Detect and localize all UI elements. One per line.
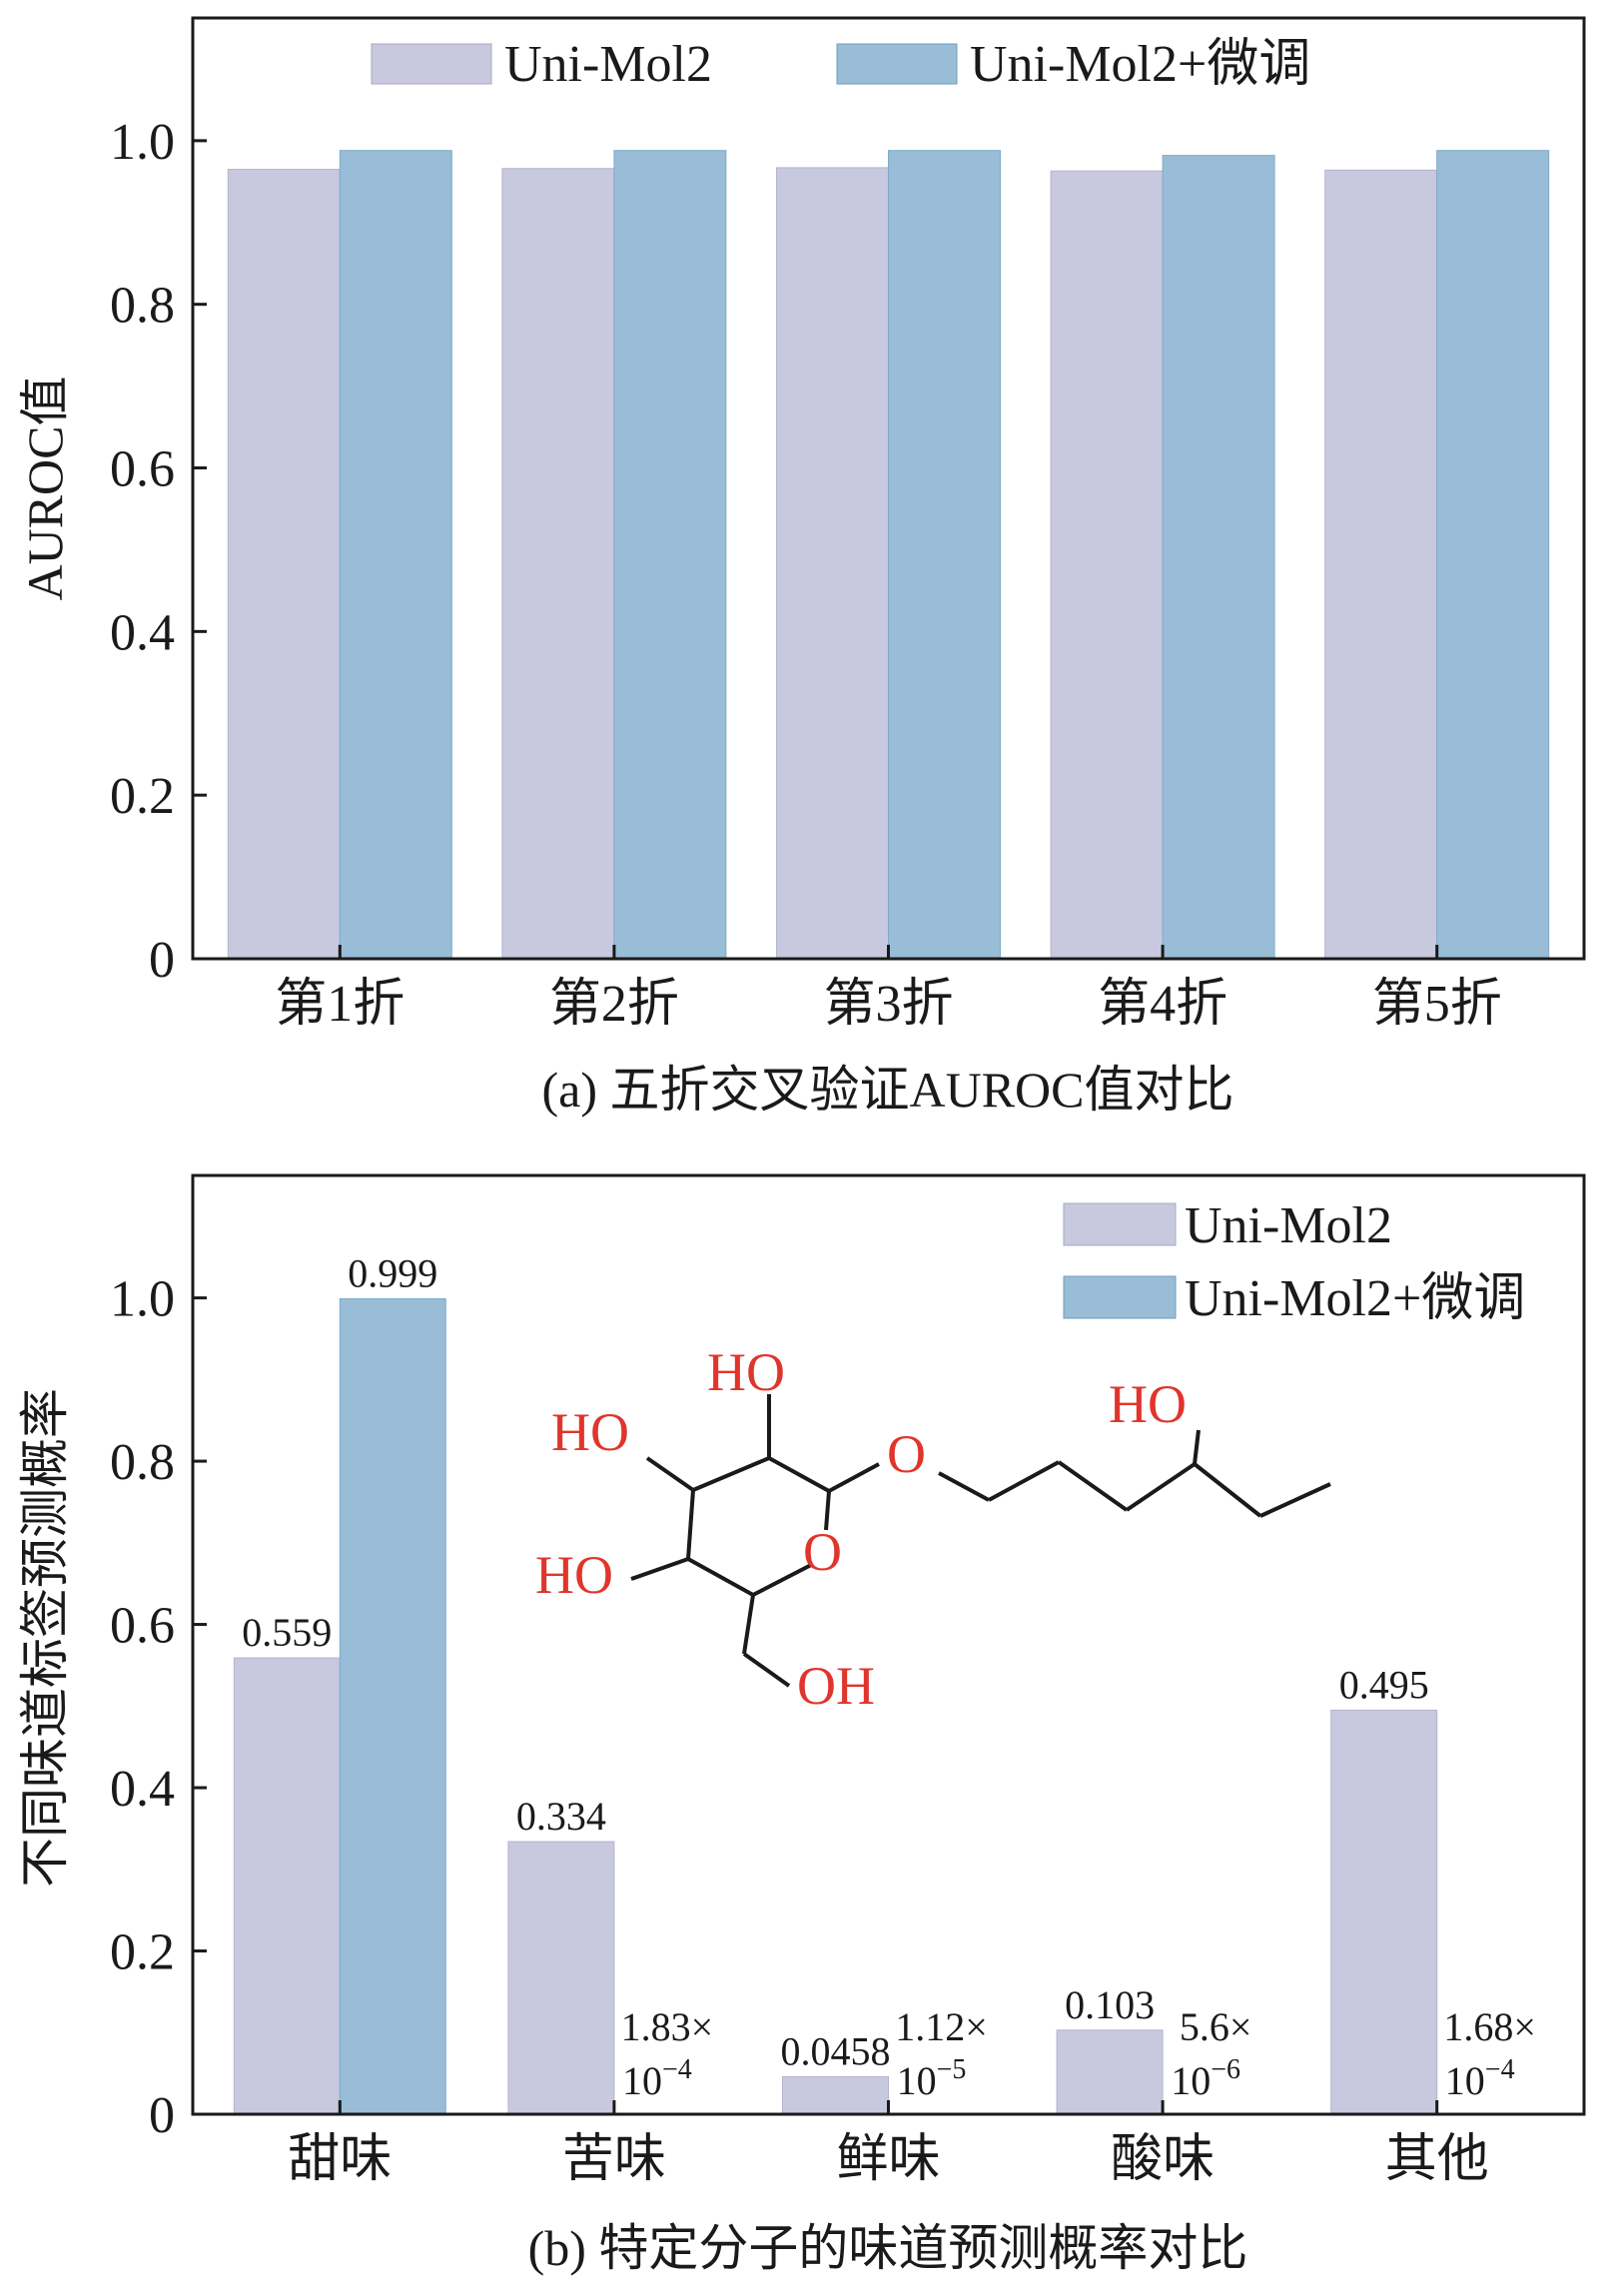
panel-a-y-ticks: 0 0.2 0.4 0.6 0.8 1.0 <box>110 114 207 989</box>
legend-label-uni-mol2: Uni-Mol2 <box>504 36 712 93</box>
y-tick-label: 0.4 <box>110 1761 175 1818</box>
panel-a-x-ticks: 第1折 第2折 第3折 第4折 第5折 <box>275 945 1502 1033</box>
bar-uni-mol2 <box>1324 169 1438 960</box>
panel-b-bars <box>233 1297 1544 2115</box>
x-tick-label: 苦味 <box>562 2131 666 2188</box>
panel-a-caption: (a) 五折交叉验证AUROC值对比 <box>541 1062 1233 1118</box>
y-tick-label: 0.6 <box>110 441 175 498</box>
data-label-uni-mol2-ft: 0.999 <box>348 1250 437 1295</box>
panel-a-legend: Uni-Mol2 Uni-Mol2+微调 <box>371 36 1310 93</box>
y-tick-label: 0 <box>149 2087 175 2144</box>
y-tick-label: 0.2 <box>110 1924 175 1981</box>
data-label-uni-mol2-ft-power: 10−6 <box>1171 2054 1240 2103</box>
molecule-label-o-ring: O <box>803 1522 842 1582</box>
molecule-label-ho-left: HO <box>551 1402 629 1462</box>
molecule-atom-labels: HO HO HO O O HO OH <box>535 1342 1187 1716</box>
panel-a-bars <box>227 150 1550 960</box>
panel-b-caption: (b) 特定分子的味道预测概率对比 <box>528 2220 1248 2276</box>
legend-swatch-uni-mol2 <box>1063 1202 1177 1246</box>
bar-uni-mol2-ft <box>339 150 452 960</box>
data-label-uni-mol2: 0.495 <box>1339 1662 1429 1707</box>
y-tick-label: 0.4 <box>110 604 175 661</box>
data-label-uni-mol2: 0.334 <box>516 1794 606 1839</box>
x-tick-label: 甜味 <box>288 2131 392 2188</box>
legend-swatch-uni-mol2-ft <box>1063 1275 1177 1319</box>
y-tick-label: 0.8 <box>110 1434 175 1491</box>
data-label-uni-mol2: 0.559 <box>242 1610 332 1655</box>
legend-swatch-uni-mol2 <box>371 43 492 85</box>
y-tick-label: 0.8 <box>110 278 175 335</box>
bar-uni-mol2-ft <box>1162 155 1275 960</box>
data-label-uni-mol2-ft-power: 10−5 <box>897 2054 967 2103</box>
molecule-label-ho-chain: HO <box>1109 1374 1187 1434</box>
panel-b: 00.20.40.60.81.0 甜味 苦味 鲜味 酸味 其他 0.5590.9990.… <box>17 1173 1586 2276</box>
molecule-structure <box>630 1394 1331 1688</box>
panel-a-y-axis-label: AUROC值 <box>17 376 73 600</box>
molecule-label-ho-top: HO <box>707 1342 785 1402</box>
bar-uni-mol2 <box>507 1841 615 2115</box>
data-label-uni-mol2-ft: 1.12× <box>895 2004 988 2049</box>
molecule-label-ho-bottom-left: HO <box>535 1545 613 1605</box>
panel-b-legend: Uni-Mol2 Uni-Mol2+微调 <box>1063 1197 1525 1327</box>
data-label-uni-mol2-ft: 5.6× <box>1180 2004 1252 2049</box>
bar-uni-mol2 <box>776 167 889 960</box>
molecule-label-o-ether: O <box>887 1424 926 1484</box>
x-tick-label: 第3折 <box>823 976 953 1033</box>
panel-b-y-axis-label: 不同味道标签预测概率 <box>17 1388 73 1888</box>
x-tick-label: 酸味 <box>1111 2131 1215 2188</box>
x-tick-label: 第2折 <box>549 976 679 1033</box>
y-tick-label: 0.2 <box>110 768 175 825</box>
molecule-label-oh-bottom: OH <box>797 1656 875 1716</box>
x-tick-label: 第4折 <box>1098 976 1227 1033</box>
data-label-uni-mol2-ft-power: 10−4 <box>1445 2054 1515 2103</box>
y-tick-label: 0.6 <box>110 1598 175 1655</box>
bar-uni-mol2 <box>1050 170 1164 960</box>
data-label-uni-mol2: 0.103 <box>1065 1982 1155 2027</box>
legend-label-uni-mol2: Uni-Mol2 <box>1185 1197 1392 1254</box>
data-label-uni-mol2-ft: 1.83× <box>621 2004 714 2049</box>
bar-uni-mol2-ft <box>1436 150 1550 960</box>
panel-b-y-ticks: 0 0.2 0.4 0.6 0.8 1.0 <box>110 1271 207 2144</box>
bar-uni-mol2 <box>1330 1709 1438 2115</box>
bar-uni-mol2-ft <box>339 1297 446 2115</box>
bar-uni-mol2 <box>501 168 615 960</box>
bar-uni-mol2-ft <box>888 150 1001 960</box>
data-label-uni-mol2-ft-power: 10−4 <box>622 2054 692 2103</box>
x-tick-label: 鲜味 <box>836 2131 940 2188</box>
panel-a: 00.20.40.60.81.0 第1折 第2折 第3折 第4折 第5折 AUROC值 … <box>17 16 1586 1118</box>
bar-uni-mol2 <box>233 1657 341 2115</box>
data-label-uni-mol2: 0.0458 <box>781 2029 891 2074</box>
x-tick-label: 其他 <box>1385 2131 1489 2188</box>
bar-uni-mol2 <box>1056 2029 1164 2115</box>
bar-uni-mol2 <box>227 169 341 960</box>
y-tick-label: 0 <box>149 932 175 989</box>
bar-uni-mol2 <box>782 2076 889 2115</box>
data-label-uni-mol2-ft: 1.68× <box>1443 2004 1536 2049</box>
bar-uni-mol2-ft <box>613 150 727 960</box>
legend-label-uni-mol2-ft: Uni-Mol2+微调 <box>970 36 1310 93</box>
y-tick-label: 1.0 <box>110 1271 175 1328</box>
x-tick-label: 第1折 <box>275 976 405 1033</box>
x-tick-label: 第5折 <box>1372 976 1502 1033</box>
legend-swatch-uni-mol2-ft <box>836 43 958 85</box>
panel-b-x-ticks: 甜味 苦味 鲜味 酸味 其他 <box>288 2100 1489 2188</box>
y-tick-label: 1.0 <box>110 114 175 171</box>
legend-label-uni-mol2-ft: Uni-Mol2+微调 <box>1185 1270 1525 1327</box>
